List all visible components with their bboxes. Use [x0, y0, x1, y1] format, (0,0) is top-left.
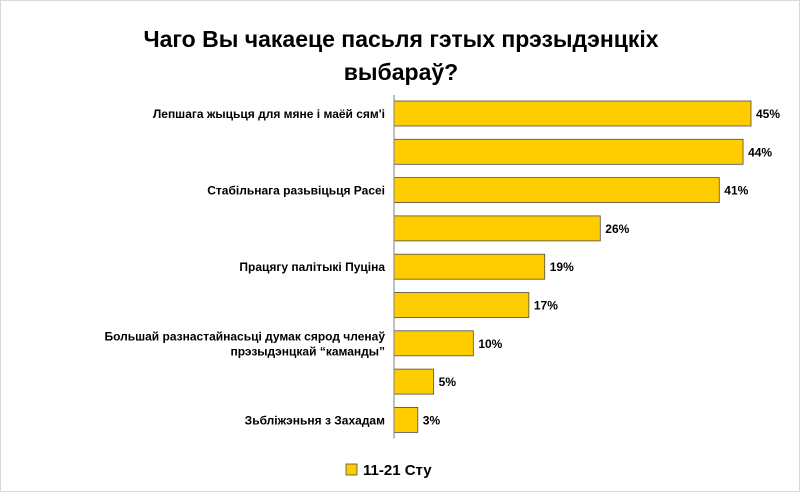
category-tick-label: Лепшага жыцьця для мяне і маёй сям'і — [153, 107, 385, 121]
data-label: 19% — [550, 260, 574, 274]
data-label: 44% — [748, 145, 772, 159]
bar — [393, 177, 720, 204]
bar — [393, 138, 744, 165]
bars — [393, 100, 752, 433]
category-labels: Лепшага жыцьця для мяне і маёй сям'і Стаб… — [104, 107, 385, 427]
legend-label: 11-21 Сту — [363, 462, 432, 479]
bar — [393, 406, 419, 433]
data-label: 5% — [439, 375, 457, 389]
data-label: 26% — [605, 222, 629, 236]
bar — [393, 330, 474, 357]
value-labels: 45% 44% 41% 26% 19% 17% 10% 5% 3% — [423, 107, 781, 427]
bar — [393, 368, 435, 395]
bar — [393, 100, 752, 127]
legend-swatch — [345, 463, 358, 476]
bar — [393, 253, 546, 280]
category-tick-label: Стабільнага разьвіцьця Расеі — [207, 184, 385, 198]
data-label: 3% — [423, 413, 441, 427]
category-tick-label: Большай разнастайнасьці думак сярод член… — [104, 329, 385, 343]
chart-title: Чаго Вы чакаеце пасьля гэтых прэзыдэнцкі… — [143, 26, 658, 85]
category-tick-label: прэзыдэнцкай “каманды” — [230, 344, 385, 358]
chart-title-line: Чаго Вы чакаеце пасьля гэтых прэзыдэнцкі… — [143, 26, 658, 52]
category-tick-label: Зьбліжэньня з Захадам — [245, 413, 385, 427]
legend: 11-21 Сту — [345, 462, 432, 479]
data-label: 10% — [478, 337, 502, 351]
bar — [393, 215, 601, 242]
data-label: 45% — [756, 107, 780, 121]
category-tick-label: Працягу палітыкі Пуціна — [239, 260, 385, 274]
chart-title-line: выбараў? — [344, 59, 458, 85]
bar — [393, 292, 530, 318]
data-label: 17% — [534, 299, 558, 313]
data-label: 41% — [724, 184, 748, 198]
